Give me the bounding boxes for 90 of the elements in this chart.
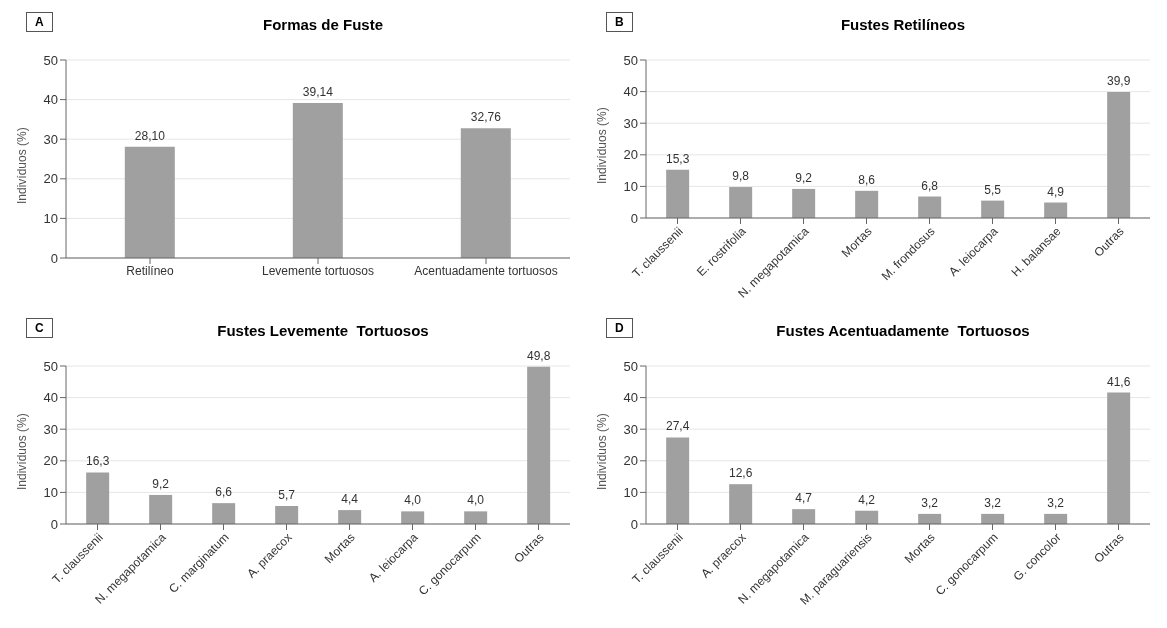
y-tick-label: 40 bbox=[623, 390, 638, 406]
data-label: 39,9 bbox=[1106, 73, 1131, 88]
bar bbox=[1107, 392, 1131, 524]
y-tick-label: 20 bbox=[43, 171, 58, 187]
bar bbox=[729, 484, 753, 524]
y-tick-label: 40 bbox=[623, 84, 638, 100]
bar bbox=[527, 366, 551, 524]
chart-title: Formas de Fuste bbox=[262, 16, 384, 33]
y-tick-label: 10 bbox=[623, 485, 638, 501]
x-tick-label: Acentuadamente tortuosos bbox=[414, 263, 558, 278]
bar bbox=[1107, 91, 1131, 218]
y-axis-title: Indivíduos (%) bbox=[15, 127, 30, 204]
data-label: 3,2 bbox=[921, 495, 939, 510]
data-label: 15,3 bbox=[665, 151, 690, 166]
bar bbox=[292, 103, 343, 258]
bar bbox=[666, 169, 690, 218]
data-label: 32,76 bbox=[470, 110, 502, 125]
text: B bbox=[606, 12, 633, 32]
x-tick-label: Retilíneo bbox=[126, 263, 174, 278]
y-tick-label: 50 bbox=[623, 358, 638, 374]
bar bbox=[918, 196, 942, 218]
data-label: 6,8 bbox=[921, 178, 939, 193]
data-label: 9,2 bbox=[795, 170, 813, 185]
bar bbox=[275, 505, 299, 524]
data-label: 16,3 bbox=[85, 454, 110, 469]
bar bbox=[792, 188, 816, 218]
x-tick-label: Levemente tortuosos bbox=[261, 263, 375, 278]
bar bbox=[666, 437, 690, 524]
y-tick-label: 30 bbox=[623, 421, 638, 437]
data-label: 4,0 bbox=[467, 493, 485, 508]
chart-title: Fustes Acentuadamente Tortuosos bbox=[775, 322, 1031, 339]
data-label: 6,6 bbox=[215, 485, 233, 500]
data-label: 27,4 bbox=[665, 419, 690, 434]
data-label: 9,8 bbox=[732, 169, 750, 184]
data-label: 41,6 bbox=[1106, 374, 1131, 389]
bar bbox=[460, 128, 511, 258]
y-tick-label: 40 bbox=[43, 390, 58, 406]
y-tick-label: 0 bbox=[630, 210, 638, 226]
y-tick-label: 30 bbox=[43, 421, 58, 437]
bar bbox=[1044, 202, 1068, 218]
bar bbox=[855, 190, 879, 218]
bar bbox=[212, 503, 236, 524]
bar bbox=[981, 200, 1005, 218]
data-label: 3,2 bbox=[1047, 495, 1065, 510]
data-label: 4,2 bbox=[858, 492, 876, 507]
data-label: 49,8 bbox=[526, 348, 551, 363]
y-tick-label: 10 bbox=[623, 179, 638, 195]
y-tick-label: 20 bbox=[43, 453, 58, 469]
bar bbox=[149, 494, 173, 524]
y-tick-label: 20 bbox=[623, 147, 638, 163]
data-label: 3,2 bbox=[984, 495, 1002, 510]
y-tick-label: 0 bbox=[50, 516, 58, 532]
chart-title: Fustes Levemente Tortuosos bbox=[216, 322, 430, 339]
data-label: 8,6 bbox=[858, 172, 876, 187]
chart-title: Fustes Retilíneos bbox=[839, 16, 967, 33]
y-tick-label: 40 bbox=[43, 92, 58, 108]
y-tick-label: 0 bbox=[50, 250, 58, 266]
data-label: 4,0 bbox=[404, 493, 422, 508]
y-axis-title: Indivíduos (%) bbox=[15, 413, 30, 490]
bar bbox=[86, 472, 110, 524]
bar bbox=[729, 187, 753, 218]
y-tick-label: 10 bbox=[43, 485, 58, 501]
y-tick-label: 50 bbox=[43, 52, 58, 68]
y-tick-label: 50 bbox=[623, 52, 638, 68]
y-axis-title: Indivíduos (%) bbox=[595, 107, 610, 184]
text: D bbox=[606, 318, 633, 338]
y-tick-label: 0 bbox=[630, 516, 638, 532]
data-label: 9,2 bbox=[152, 476, 170, 491]
data-label: 5,5 bbox=[984, 182, 1002, 197]
bar bbox=[855, 510, 879, 524]
data-label: 4,9 bbox=[1047, 184, 1065, 199]
bar bbox=[464, 511, 488, 524]
data-label: 12,6 bbox=[728, 466, 753, 481]
bar bbox=[792, 509, 816, 524]
y-tick-label: 30 bbox=[43, 131, 58, 147]
y-tick-label: 50 bbox=[43, 358, 58, 374]
data-label: 5,7 bbox=[278, 487, 296, 502]
y-axis-title: Indivíduos (%) bbox=[595, 413, 610, 490]
y-tick-label: 20 bbox=[623, 453, 638, 469]
text: A bbox=[26, 12, 53, 32]
data-label: 28,10 bbox=[134, 128, 166, 143]
bar bbox=[124, 146, 175, 258]
text: C bbox=[26, 318, 53, 338]
data-label: 4,7 bbox=[795, 491, 813, 506]
y-tick-label: 30 bbox=[623, 115, 638, 131]
data-label: 39,14 bbox=[302, 85, 334, 100]
bar bbox=[338, 510, 362, 524]
y-tick-label: 10 bbox=[43, 211, 58, 227]
bar bbox=[401, 511, 425, 524]
data-label: 4,4 bbox=[341, 492, 359, 507]
